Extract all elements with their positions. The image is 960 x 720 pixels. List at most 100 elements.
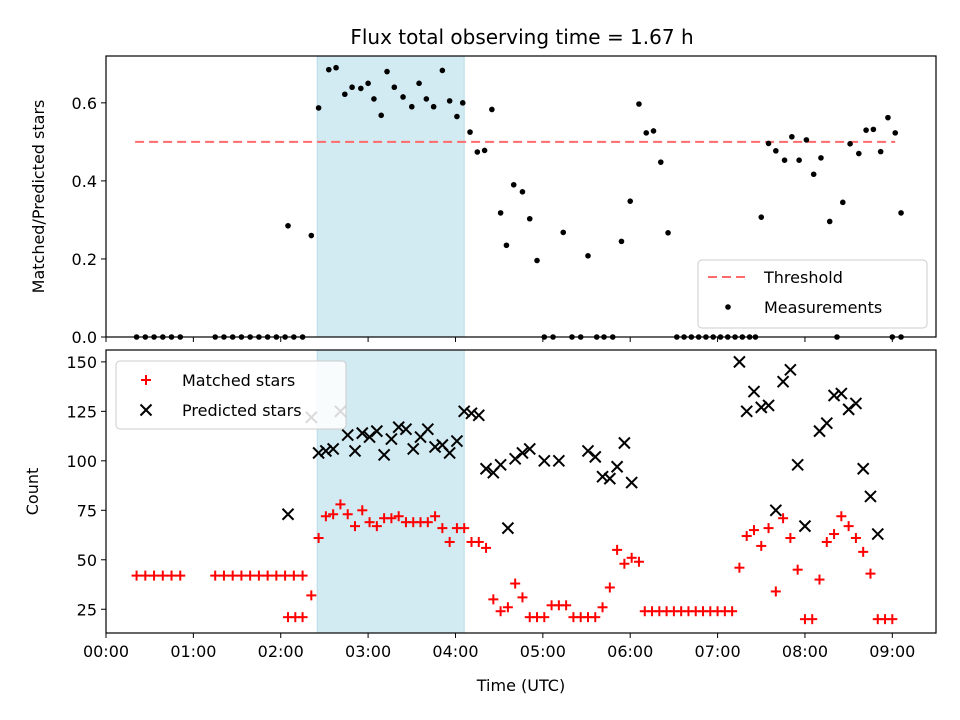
measurement-point xyxy=(489,106,495,113)
measurement-point xyxy=(474,149,481,155)
measurement-point xyxy=(657,159,664,165)
measurement-point xyxy=(810,171,817,178)
legend-predicted-swatch-b xyxy=(139,403,153,417)
predicted-stars-point xyxy=(516,446,529,460)
predicted-stars-point-b xyxy=(370,424,384,438)
predicted-stars-point-b xyxy=(747,385,761,398)
measurement-point xyxy=(423,96,430,102)
matched-stars-point xyxy=(792,564,803,575)
measurement-point xyxy=(840,199,846,206)
predicted-stars-point-b xyxy=(552,454,566,468)
matched-stars-point xyxy=(561,600,572,611)
predicted-stars-point-b xyxy=(407,442,420,456)
matched-stars-point xyxy=(357,505,368,516)
matched-stars-point xyxy=(785,533,796,544)
measurement-point xyxy=(481,147,488,154)
matched-stars-point xyxy=(262,570,273,581)
matched-stars-point xyxy=(604,582,615,593)
predicted-stars-point xyxy=(356,426,369,440)
matched-stars-point xyxy=(245,570,256,581)
predicted-stars-point-b xyxy=(319,444,333,458)
legend: Threshold Measurements xyxy=(697,259,928,329)
matched-stars-point xyxy=(597,602,608,613)
matched-stars-point xyxy=(328,509,339,520)
predicted-stars-point-b xyxy=(625,476,638,489)
measurement-point xyxy=(510,181,517,188)
matched-stars-point xyxy=(510,578,521,589)
matched-stars-point xyxy=(756,540,767,551)
predicted-stars-point xyxy=(864,490,877,503)
predicted-stars-point xyxy=(458,405,471,418)
measurement-point xyxy=(503,242,510,249)
predicted-stars-point xyxy=(465,407,478,420)
y-tick-label: 25 xyxy=(77,600,97,619)
predicted-stars-point xyxy=(450,434,464,448)
matched-stars-point xyxy=(386,513,397,524)
matched-stars-point xyxy=(488,594,499,605)
matched-stars-point xyxy=(459,523,470,534)
predicted-stars-point-b xyxy=(450,434,464,448)
predicted-stars-point-b xyxy=(341,428,354,442)
measurement-point xyxy=(365,80,371,87)
predicted-stars-point-b xyxy=(421,422,435,436)
predicted-stars-point xyxy=(798,519,812,533)
matched-stars-point xyxy=(306,590,317,601)
measurement-point xyxy=(796,157,802,164)
y-tick-label: 0.4 xyxy=(72,172,97,191)
predicted-stars-point xyxy=(407,442,420,456)
predicted-stars-point xyxy=(523,442,536,456)
predicted-stars-point-b xyxy=(610,460,624,473)
predicted-stars-point-b xyxy=(733,355,746,369)
measurement-point xyxy=(384,68,390,75)
matched-stars-point xyxy=(836,511,847,522)
x-tick-label: 00:00 xyxy=(83,642,129,661)
measurement-point xyxy=(408,103,415,110)
matched-stars-point xyxy=(210,570,221,581)
predicted-stars-point xyxy=(871,527,884,541)
measurement-point xyxy=(371,96,377,102)
measurement-point xyxy=(870,126,877,133)
matched-stars-point xyxy=(288,570,299,581)
predicted-stars-point xyxy=(856,462,870,475)
measurement-point xyxy=(534,257,540,264)
matched-stars-point xyxy=(342,509,353,520)
legend-box xyxy=(115,360,347,430)
matched-stars-point xyxy=(539,612,550,623)
x-tick-label: 08:00 xyxy=(782,642,828,661)
matched-stars-point xyxy=(350,521,360,532)
predicted-stars-point-b xyxy=(784,363,797,376)
measurement-point xyxy=(325,66,332,73)
y-axis-label: Count xyxy=(23,468,42,516)
measurement-point xyxy=(391,84,398,91)
matched-stars-point xyxy=(741,531,752,542)
measurement-point xyxy=(818,155,824,161)
predicted-stars-point-b xyxy=(581,444,595,458)
measurement-point xyxy=(885,114,891,121)
predicted-stars-point-b xyxy=(798,519,812,533)
legend-box xyxy=(697,259,928,329)
matched-stars-point xyxy=(473,536,484,547)
chart-title: Flux total observing time = 1.67 h xyxy=(350,25,693,49)
x-tick-label: 06:00 xyxy=(607,642,653,661)
measurement-point xyxy=(315,105,322,111)
matched-stars-point xyxy=(437,523,448,534)
predicted-stars-point xyxy=(472,409,485,422)
measurement-point xyxy=(285,222,291,229)
x-tick-label: 04:00 xyxy=(432,642,478,661)
predicted-stars-point-b xyxy=(348,444,362,458)
matched-stars-point xyxy=(807,614,818,625)
predicted-stars-point-b xyxy=(618,436,631,450)
predicted-stars-point-b xyxy=(399,422,413,436)
predicted-stars-point-b xyxy=(776,375,790,388)
matched-stars-point xyxy=(444,536,455,547)
y-tick-label: 0.0 xyxy=(72,328,97,347)
predicted-stars-point xyxy=(769,504,783,517)
predicted-stars-point xyxy=(776,375,790,388)
predicted-stars-point xyxy=(421,422,435,436)
measurement-point xyxy=(349,84,355,91)
measurement-point xyxy=(856,150,862,157)
matched-stars-point xyxy=(821,536,832,547)
matched-stars-point xyxy=(371,521,382,532)
x-tick-label: 07:00 xyxy=(695,642,741,661)
matched-stars-point xyxy=(280,570,291,581)
